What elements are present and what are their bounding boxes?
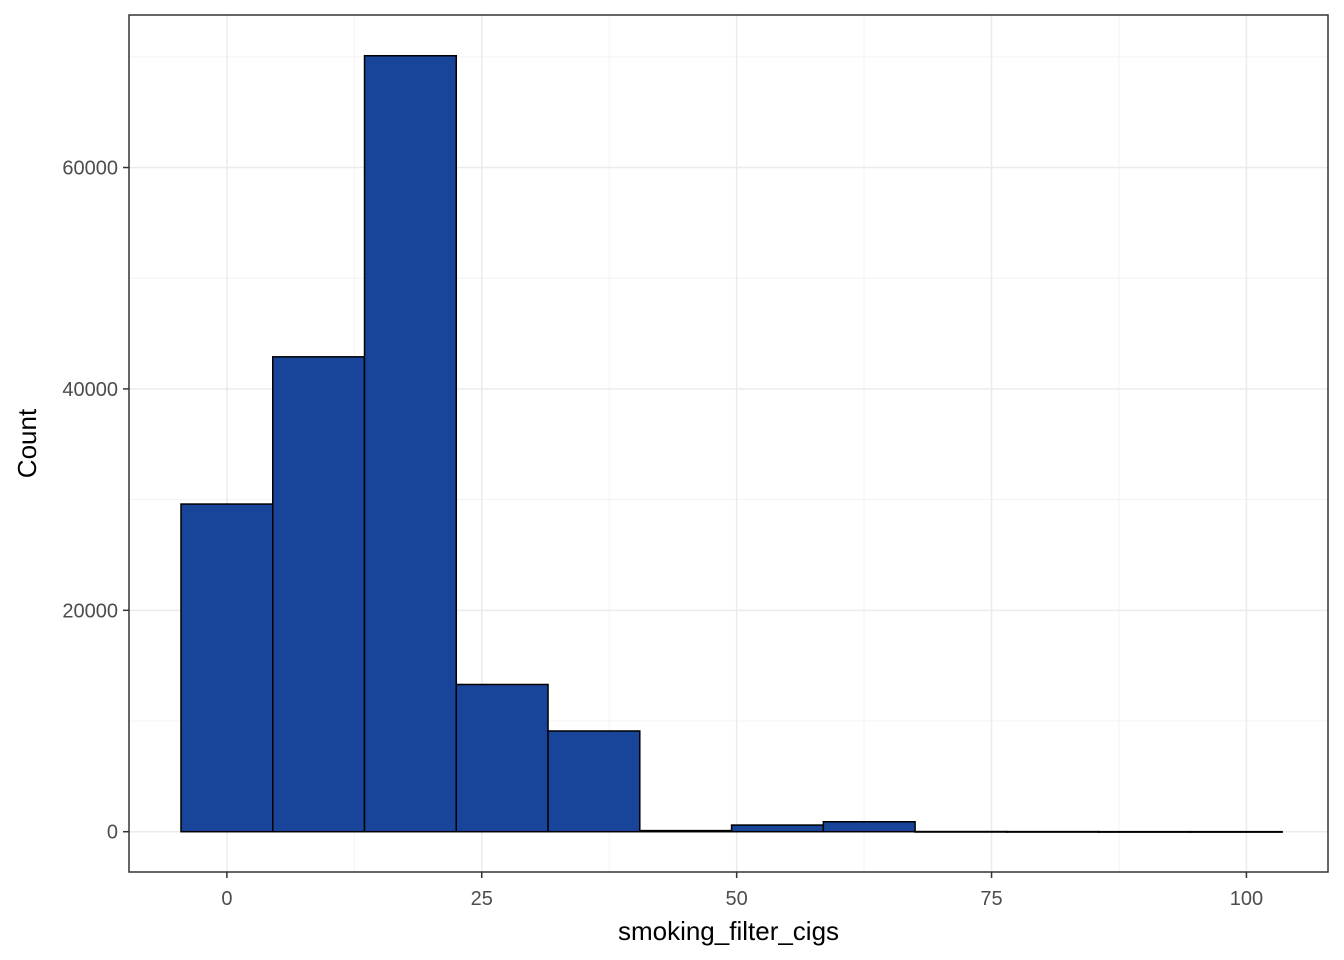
histogram-bar (180, 503, 274, 833)
histogram-bar (272, 356, 366, 833)
histogram-bar (363, 54, 458, 833)
histogram-bars (180, 54, 1283, 833)
histogram-bar (639, 829, 733, 833)
histogram-bar (914, 830, 1008, 833)
histogram-bar (1189, 830, 1283, 833)
y-axis-title: Count (12, 408, 42, 478)
grid-minor-lines (129, 15, 1328, 872)
histogram-bar (1097, 830, 1192, 833)
panel-border (128, 14, 1329, 873)
histogram-bar (1006, 830, 1100, 833)
x-tick-label: 50 (726, 888, 748, 910)
y-tick-label: 0 (107, 822, 118, 844)
histogram-bar (455, 683, 549, 833)
y-axis-ticks: 0 20000 40000 60000 (62, 158, 129, 844)
histogram-bar (730, 824, 825, 833)
histogram-bar (822, 820, 916, 833)
x-tick-label: 75 (980, 888, 1002, 910)
y-tick-label: 20000 (62, 600, 118, 622)
histogram-bar (547, 730, 641, 833)
x-tick-label: 25 (471, 888, 493, 910)
x-axis-ticks: 0 25 50 75 100 (221, 872, 1263, 910)
x-axis-title: smoking_filter_cigs (618, 916, 839, 946)
y-tick-label: 60000 (62, 158, 118, 180)
x-tick-label: 100 (1230, 888, 1263, 910)
x-tick-label: 0 (221, 888, 232, 910)
y-tick-label: 40000 (62, 379, 118, 401)
